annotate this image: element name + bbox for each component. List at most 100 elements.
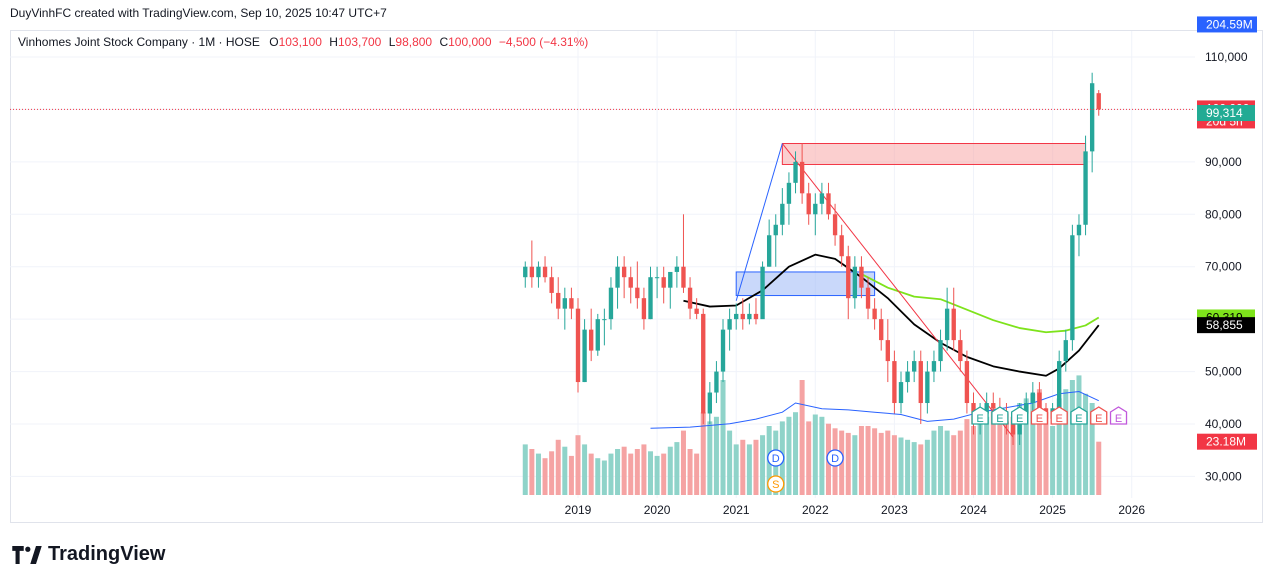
earnings-event-icon bbox=[1010, 406, 1029, 425]
volume-bar bbox=[535, 453, 541, 495]
volume-bar bbox=[648, 451, 654, 495]
candle-body bbox=[615, 266, 620, 288]
symbol-legend: Vinhomes Joint Stock Company · 1M · HOSE… bbox=[18, 35, 588, 49]
candle-body bbox=[681, 266, 686, 288]
volume-bar bbox=[812, 414, 818, 495]
candle-body bbox=[898, 382, 904, 404]
volume-bar bbox=[1010, 416, 1016, 495]
volume-bar bbox=[845, 432, 851, 495]
volume-bar bbox=[733, 444, 739, 495]
candle-body bbox=[654, 277, 660, 279]
volume-badge bbox=[1197, 433, 1257, 450]
candle-body bbox=[799, 161, 805, 194]
volume-bar bbox=[713, 416, 719, 495]
candle-body bbox=[1030, 392, 1036, 404]
volume-bar bbox=[707, 421, 713, 495]
volume-bar bbox=[885, 430, 891, 495]
volume-bar bbox=[865, 426, 871, 495]
volume-bar bbox=[694, 453, 700, 495]
volume-bar bbox=[918, 444, 924, 495]
y-tick-label: 30,000 bbox=[1205, 469, 1242, 483]
candle-body bbox=[852, 266, 858, 299]
volume-bar bbox=[1076, 375, 1082, 495]
volume-bar bbox=[984, 416, 990, 495]
legend-open: 103,100 bbox=[278, 35, 322, 49]
y-tick-label: 90,000 bbox=[1205, 155, 1242, 169]
y-tick-label: 80,000 bbox=[1205, 207, 1242, 221]
candle-body bbox=[885, 340, 890, 362]
y-tick-label: 50,000 bbox=[1205, 365, 1242, 379]
volume-bar bbox=[720, 380, 726, 495]
price-badge bbox=[1197, 105, 1255, 122]
candle-body bbox=[911, 361, 917, 372]
candle-body bbox=[720, 329, 726, 372]
ma-black-line bbox=[683, 253, 1100, 377]
earnings-event-icon bbox=[1109, 406, 1128, 425]
candle-body bbox=[918, 361, 923, 404]
candle-body bbox=[569, 298, 574, 309]
y-tick-label: 40,000 bbox=[1205, 417, 1242, 431]
volume-bar bbox=[1063, 389, 1069, 495]
candle-body bbox=[694, 308, 699, 314]
volume-bar bbox=[1003, 421, 1009, 495]
volume-bar bbox=[760, 435, 766, 495]
volume-bar bbox=[595, 458, 601, 495]
x-tick-label: 2023 bbox=[881, 503, 908, 517]
candle-body bbox=[892, 361, 897, 404]
volume-bar bbox=[977, 421, 983, 495]
volume-bar bbox=[667, 446, 673, 495]
candle-body bbox=[944, 308, 950, 341]
volume-bar bbox=[641, 444, 647, 495]
legend-high-label: H bbox=[329, 35, 338, 49]
volume-bar bbox=[944, 430, 950, 495]
event-letter: E bbox=[976, 413, 983, 425]
candle-body bbox=[865, 287, 871, 309]
tradingview-brand[interactable]: TradingView bbox=[12, 543, 165, 566]
volume-bar bbox=[740, 439, 746, 495]
candle-body bbox=[793, 161, 798, 183]
volume-bar bbox=[549, 451, 555, 495]
candle-body bbox=[951, 308, 956, 341]
volume-badge-text: 204.59M bbox=[1206, 17, 1253, 31]
event-letter: E bbox=[1095, 413, 1102, 425]
price-badge bbox=[1197, 317, 1255, 334]
dividend-event-icon bbox=[767, 449, 785, 467]
candle-body bbox=[635, 287, 640, 299]
candle-body bbox=[786, 182, 792, 204]
volume-bar bbox=[529, 449, 535, 495]
volume-bar bbox=[568, 455, 574, 495]
volume-bar bbox=[608, 453, 614, 495]
y-tick-label: 110,000 bbox=[1205, 50, 1248, 64]
volume-bar bbox=[588, 453, 594, 495]
x-tick-label: 2026 bbox=[1118, 503, 1145, 517]
volume-bar bbox=[1017, 403, 1023, 495]
volume-bar bbox=[1056, 398, 1062, 495]
volume-bar bbox=[1089, 403, 1095, 495]
chart-caption: DuyVinhFC created with TradingView.com, … bbox=[10, 6, 387, 20]
candle-body bbox=[1063, 340, 1068, 362]
volume-bar bbox=[680, 430, 686, 495]
candle-body bbox=[542, 266, 548, 278]
trendline-0 bbox=[781, 143, 1014, 438]
volume-bar bbox=[819, 416, 825, 495]
candle-body bbox=[536, 266, 541, 278]
event-letter: S bbox=[772, 479, 779, 491]
volume-bar bbox=[878, 432, 884, 495]
volume-bar bbox=[727, 430, 733, 495]
x-tick-label: 2025 bbox=[1039, 503, 1066, 517]
candle-body bbox=[938, 340, 943, 362]
x-tick-label: 2019 bbox=[565, 503, 592, 517]
candle-body bbox=[589, 329, 594, 351]
candle-body bbox=[819, 193, 825, 204]
candle-body bbox=[859, 266, 864, 288]
legend-change: −4,500 (−4.31%) bbox=[498, 35, 589, 49]
candle-body bbox=[608, 287, 614, 320]
candle-body bbox=[556, 292, 561, 309]
volume-bar bbox=[806, 421, 812, 495]
candle-body bbox=[727, 319, 732, 330]
event-letter: E bbox=[1056, 413, 1063, 425]
volume-bar bbox=[852, 435, 858, 495]
candle-body bbox=[549, 277, 554, 293]
ma-green-line bbox=[861, 273, 1100, 334]
